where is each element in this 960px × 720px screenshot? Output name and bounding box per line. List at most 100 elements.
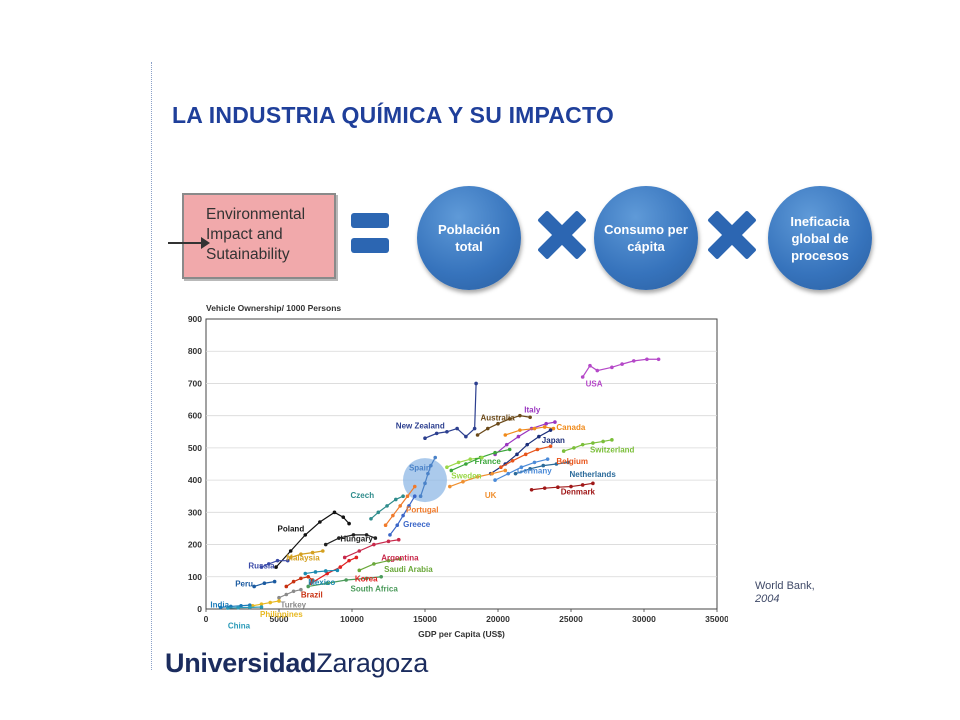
data-point [493, 478, 497, 482]
country-label: Belgium [556, 457, 588, 466]
data-point [299, 587, 303, 592]
data-point [548, 428, 553, 432]
data-point [426, 471, 430, 476]
data-point [455, 426, 459, 431]
data-point [610, 438, 614, 442]
data-point [357, 549, 362, 553]
data-point [464, 462, 468, 466]
data-point [332, 510, 337, 515]
country-label: India [210, 600, 229, 609]
y-tick-label: 600 [188, 411, 202, 421]
country-label: France [475, 457, 502, 466]
data-point [544, 421, 548, 426]
data-point [388, 533, 392, 537]
country-label: Switzerland [590, 446, 635, 455]
country-label: South Africa [351, 584, 399, 593]
country-label: Netherlands [570, 470, 617, 479]
country-label: Denmark [561, 488, 596, 497]
data-point [309, 581, 313, 586]
equals-bar-top [351, 213, 389, 228]
country-label: Russia [248, 562, 275, 571]
data-point [252, 584, 256, 589]
data-point [541, 463, 546, 468]
source-year: 2004 [755, 593, 780, 605]
y-tick-label: 0 [197, 604, 202, 614]
data-point [372, 542, 376, 547]
series-line-russia [261, 560, 288, 568]
data-point [472, 426, 477, 431]
data-point [337, 536, 341, 540]
data-point [656, 357, 661, 362]
data-point [556, 485, 560, 489]
data-point [572, 446, 576, 450]
country-label: Japan [542, 436, 565, 445]
y-tick-label: 300 [188, 507, 202, 517]
series-line-china [227, 606, 262, 609]
data-point [496, 421, 500, 426]
data-point [449, 468, 454, 473]
x-axis-label: GDP per Capita (US$) [418, 629, 505, 639]
data-point [480, 455, 484, 460]
data-point [372, 562, 376, 566]
data-point [542, 425, 547, 429]
data-point [401, 494, 405, 499]
data-point [248, 605, 252, 610]
country-label: USA [586, 380, 603, 389]
data-point [341, 515, 346, 519]
data-point [259, 605, 264, 609]
country-label: Italy [524, 405, 541, 414]
data-point [277, 595, 281, 600]
data-point [553, 420, 557, 424]
data-point [601, 439, 605, 444]
y-tick-label: 700 [188, 378, 202, 388]
data-point [323, 542, 328, 547]
data-point [369, 516, 373, 521]
country-label: Saudi Arabia [384, 565, 433, 574]
data-point [291, 579, 296, 584]
data-point [299, 576, 303, 581]
x-tick-label: 5000 [270, 614, 289, 624]
university-logo: UniversidadZaragoza [165, 648, 428, 679]
y-tick-label: 800 [188, 346, 202, 356]
series-line-india [220, 604, 250, 608]
data-point [325, 581, 329, 586]
data-point [376, 510, 381, 515]
data-point [335, 568, 340, 573]
y-tick-label: 400 [188, 475, 202, 485]
data-point [306, 574, 310, 579]
country-label: Philippines [260, 610, 303, 619]
data-point [284, 592, 289, 597]
country-label: Spain [409, 463, 431, 472]
data-point [591, 481, 595, 486]
data-point [306, 584, 310, 589]
series-line-malaysia [290, 550, 323, 559]
country-label: Argentina [381, 554, 419, 563]
country-label: Peru [235, 579, 253, 588]
data-point [259, 602, 264, 606]
data-point [503, 433, 508, 437]
data-point [475, 475, 480, 479]
data-point [299, 552, 303, 557]
data-point [569, 484, 573, 489]
data-point [515, 452, 519, 457]
data-point [303, 533, 308, 537]
data-point [395, 523, 400, 528]
country-label: Brazil [301, 591, 323, 600]
data-point [518, 428, 522, 432]
data-point [433, 455, 438, 460]
data-point [490, 471, 494, 476]
data-point [407, 504, 411, 508]
data-point [542, 486, 547, 490]
source-name: World Bank, [755, 580, 815, 592]
data-point [218, 605, 223, 610]
data-point [566, 460, 570, 465]
data-point [529, 487, 534, 492]
data-point [610, 365, 614, 370]
country-label: Germany [517, 467, 552, 476]
data-point [250, 603, 255, 608]
data-point [364, 576, 369, 581]
data-point [423, 481, 427, 486]
country-label: Korea [355, 575, 378, 584]
page-title: LA INDUSTRIA QUÍMICA Y SU IMPACTO [172, 102, 614, 128]
series-line-sweden [446, 456, 483, 468]
